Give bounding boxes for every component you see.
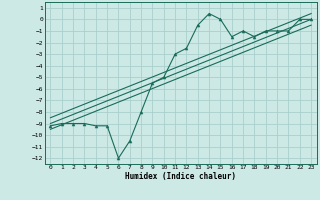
X-axis label: Humidex (Indice chaleur): Humidex (Indice chaleur) [125,172,236,181]
